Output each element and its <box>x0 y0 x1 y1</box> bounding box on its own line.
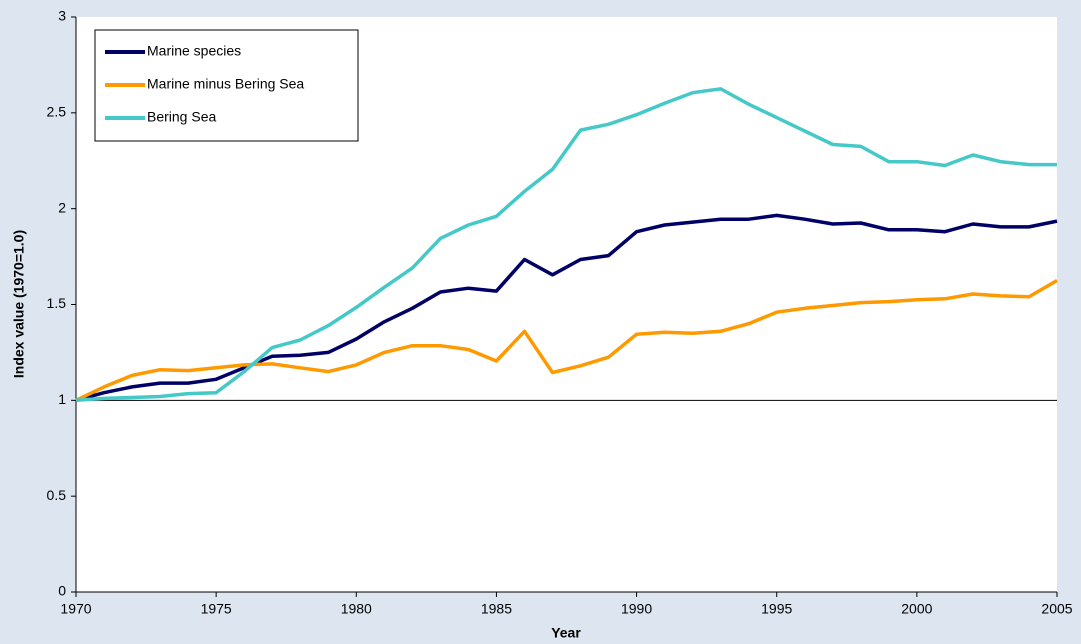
y-tick-label: 2.5 <box>47 104 67 120</box>
y-tick-label: 0 <box>58 583 66 599</box>
x-tick-label: 1975 <box>201 601 232 617</box>
legend-label: Marine minus Bering Sea <box>147 76 304 92</box>
x-tick-label: 1980 <box>341 601 372 617</box>
legend-label: Marine species <box>147 43 241 59</box>
y-tick-label: 0.5 <box>47 487 67 503</box>
series-line <box>75 87 1057 403</box>
y-tick-label: 1 <box>58 391 66 407</box>
y-tick-label: 3 <box>58 8 66 24</box>
x-tick-label: 1995 <box>761 601 792 617</box>
series-line <box>75 278 1058 402</box>
x-tick-label: 2000 <box>901 601 932 617</box>
x-tick-label: 2005 <box>1041 601 1072 617</box>
y-axis-title: Index value (1970=1.0) <box>11 230 27 378</box>
x-tick-label: 1990 <box>621 601 652 617</box>
y-tick-label: 1.5 <box>47 295 67 311</box>
x-tick-label: 1970 <box>60 601 91 617</box>
x-axis-title: Year <box>551 625 581 641</box>
x-tick-label: 1985 <box>481 601 512 617</box>
legend-label: Bering Sea <box>147 109 216 125</box>
y-tick-label: 2 <box>58 199 66 215</box>
series-line <box>75 213 1058 402</box>
